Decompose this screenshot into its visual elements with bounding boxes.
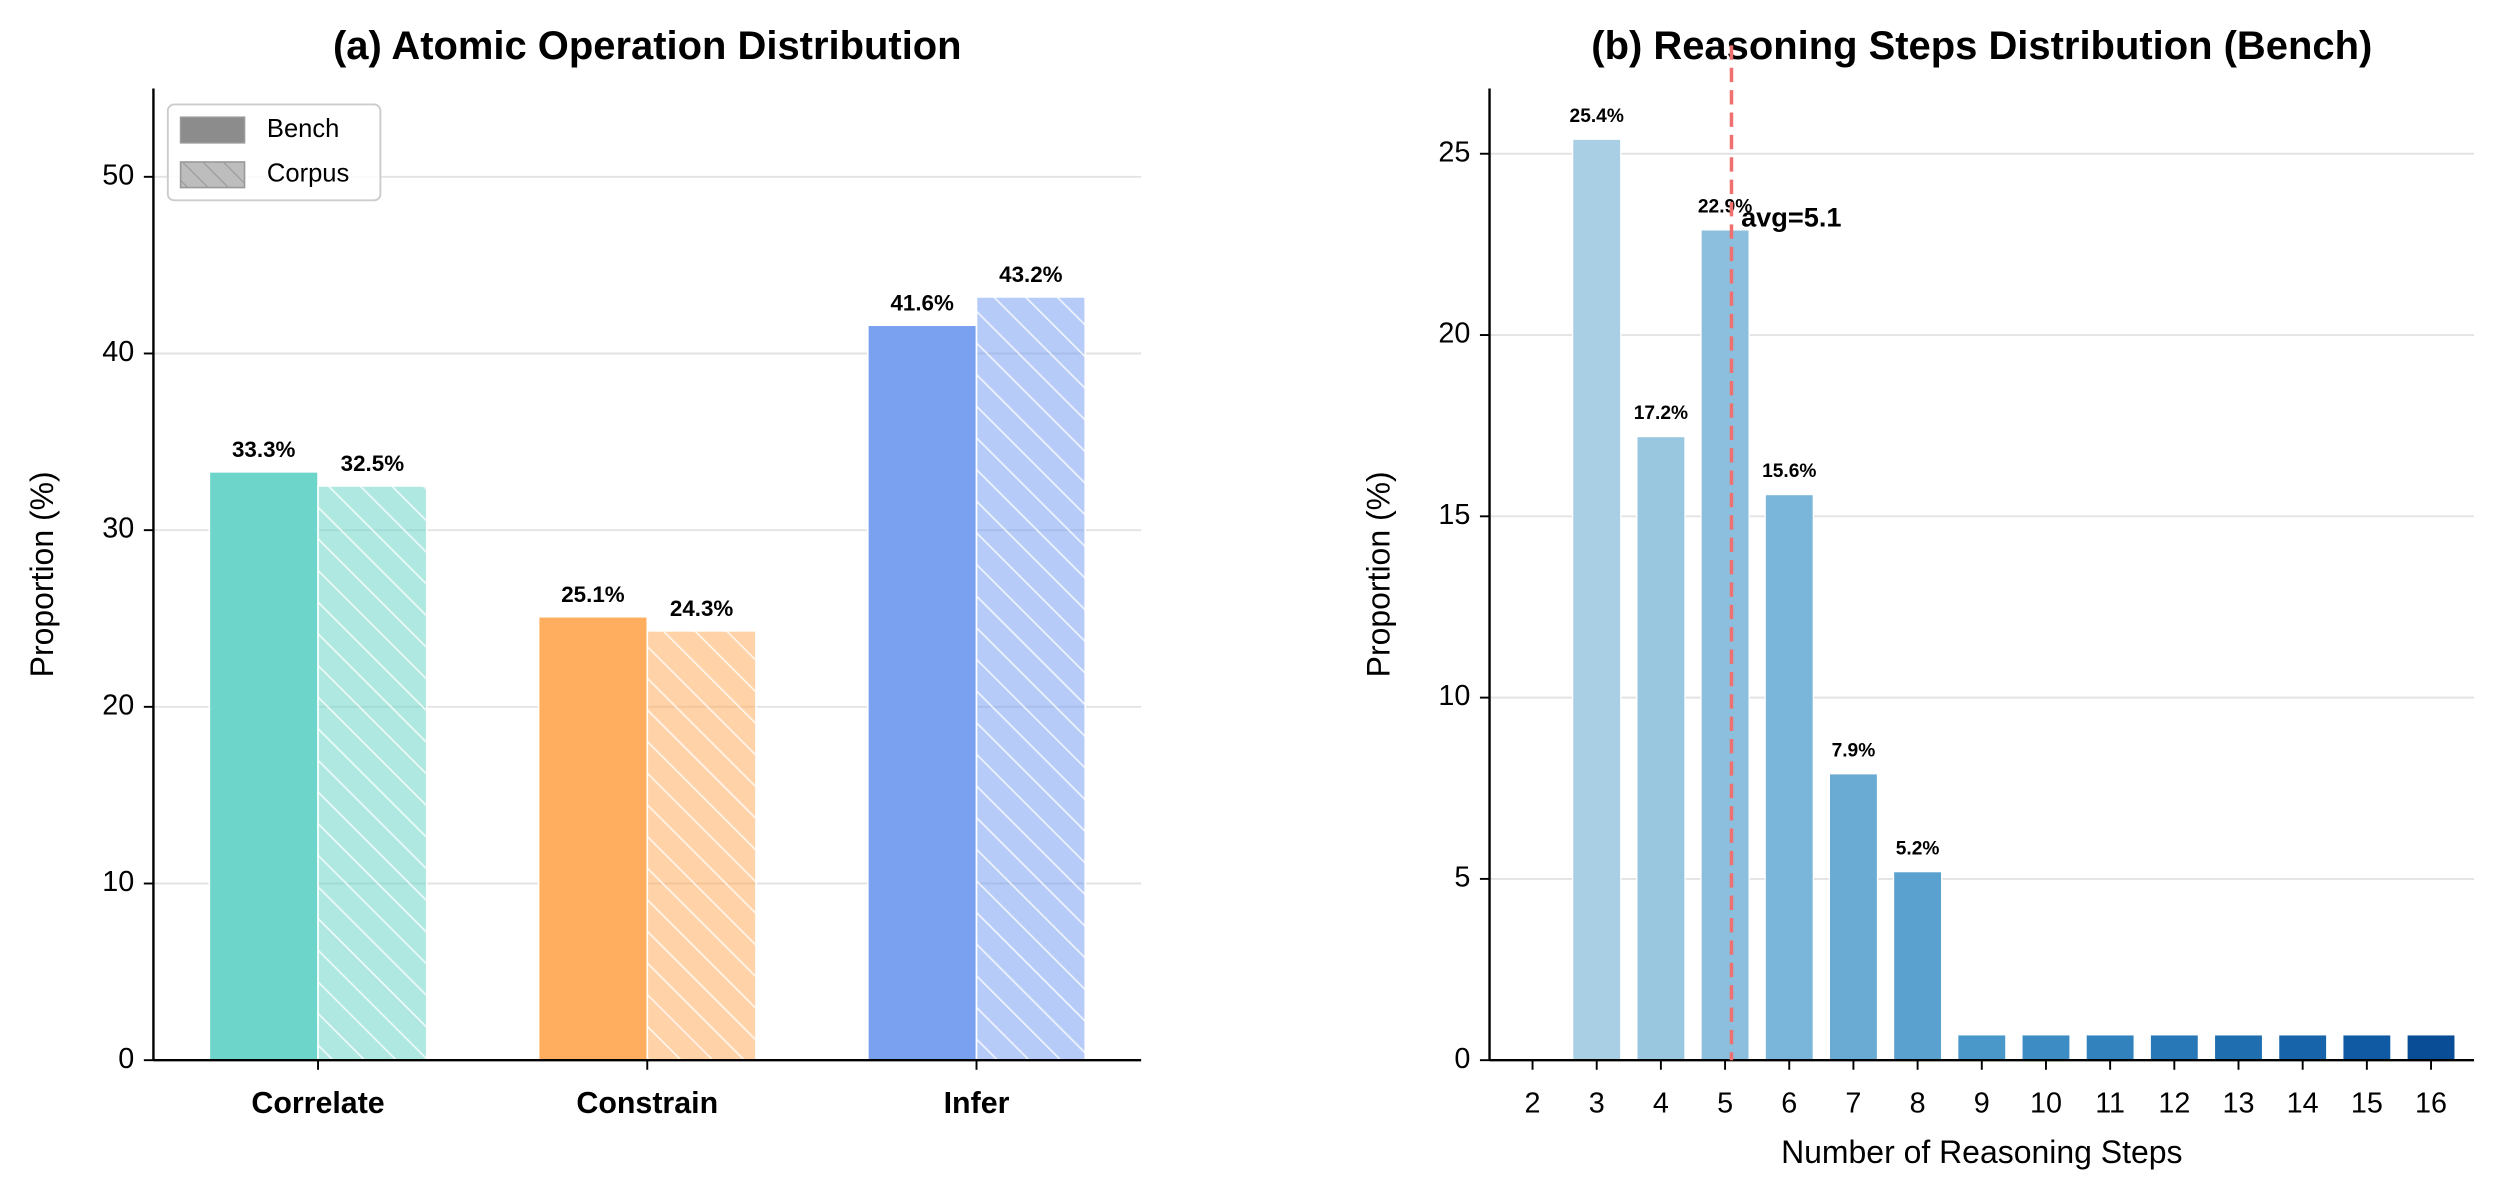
y-tick-label: 0 [1454,1043,1470,1075]
x-tick-label: 12 [2158,1088,2190,1120]
x-tick-label: Constrain [576,1087,718,1120]
bar-hatch [976,296,1086,1061]
x-tick-label: Infer [944,1087,1010,1120]
bar [1957,1034,2007,1061]
y-axis-label: Proportion (%) [24,471,60,677]
x-tick-label: Correlate [251,1087,384,1120]
x-tick-label: 7 [1845,1088,1861,1120]
value-label: 22.9% [1698,197,1752,218]
value-label: 25.1% [561,582,625,607]
x-tick-label: 14 [2287,1088,2319,1120]
y-tick-label: 50 [102,159,134,191]
x-tick-label: 10 [2030,1088,2062,1120]
avg-label: avg=5.1 [1741,202,1841,233]
bar [208,471,319,1061]
chart-title: (a) Atomic Operation Distribution [333,24,962,68]
y-tick-label: 40 [102,336,134,368]
value-label: 24.3% [670,596,734,621]
bar [1572,138,1622,1061]
bar [2277,1034,2328,1061]
y-tick-label: 10 [1438,680,1470,712]
y-tick-label: 20 [102,689,134,721]
x-axis-label: Number of Reasoning Steps [1781,1134,2182,1170]
y-tick-label: 5 [1454,861,1470,893]
x-tick-label: 13 [2223,1088,2255,1120]
bar [1892,871,1943,1061]
bar [2342,1034,2392,1061]
x-tick-label: 2 [1525,1088,1541,1120]
legend-swatch [179,116,246,144]
legend-label: Bench [267,115,339,143]
x-tick-label: 8 [1910,1088,1926,1120]
x-tick-label: 3 [1589,1088,1605,1120]
x-tick-label: 11 [2095,1088,2125,1120]
bar [2021,1034,2071,1061]
x-tick-label: 6 [1781,1088,1797,1120]
x-tick-label: 9 [1974,1088,1990,1120]
y-tick-label: 20 [1438,318,1470,350]
legend-label: Corpus [267,160,349,188]
value-label: 7.9% [1832,740,1876,761]
value-label: 5.2% [1896,838,1940,859]
chart-title: (b) Reasoning Steps Distribution (Bench) [1591,24,2372,68]
value-label: 41.6% [890,290,954,315]
bar [1764,493,1814,1061]
bar [1828,773,1879,1061]
y-tick-label: 30 [102,513,134,545]
value-label: 25.4% [1570,106,1624,127]
x-tick-label: 15 [2351,1088,2383,1120]
y-tick-label: 10 [102,866,134,898]
bar [2213,1034,2264,1061]
bar [537,615,649,1061]
y-tick-label: 25 [1438,136,1470,168]
bar [2406,1034,2456,1061]
value-label: 17.2% [1634,403,1688,424]
value-label: 33.3% [232,437,296,462]
value-label: 43.2% [999,262,1063,287]
legend-hatch [180,161,245,188]
bar-hatch [318,485,427,1061]
bar [867,324,978,1061]
bar [2085,1034,2135,1061]
y-tick-label: 0 [118,1043,134,1075]
bar [1700,229,1750,1061]
x-tick-label: 4 [1653,1088,1669,1120]
value-label: 15.6% [1762,461,1816,482]
x-tick-label: 16 [2415,1088,2447,1120]
x-tick-label: 5 [1717,1088,1733,1120]
y-tick-label: 15 [1438,499,1470,531]
bar-hatch [647,630,756,1061]
y-axis-label: Proportion (%) [1360,471,1396,677]
bar [1636,435,1686,1061]
value-label: 32.5% [341,451,405,476]
bar [2149,1034,2200,1061]
